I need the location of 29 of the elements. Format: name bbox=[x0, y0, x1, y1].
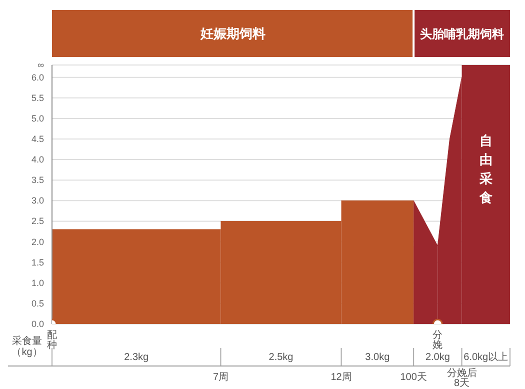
y-tick-label: ∞ bbox=[38, 60, 45, 70]
x-tick-label: 7周 bbox=[212, 372, 229, 383]
y-axis-title: 采食量（kg） bbox=[10, 336, 44, 358]
text: 妊娠期饲料 bbox=[199, 26, 266, 41]
y-tick-label: 2.0 bbox=[31, 236, 44, 247]
text: 头胎哺乳期饲料 bbox=[420, 27, 504, 41]
y-tick-label: 0.5 bbox=[31, 298, 44, 308]
series-label: 自由采食 bbox=[478, 133, 492, 205]
y-tick-label: 4.5 bbox=[31, 134, 44, 144]
x-tick-label: 12周 bbox=[330, 372, 352, 383]
text: 2.3kg bbox=[124, 352, 149, 363]
y-tick-label: 1.0 bbox=[31, 278, 44, 288]
y-tick-label: 5.5 bbox=[31, 92, 44, 103]
text: 2.5kg bbox=[268, 352, 294, 363]
x-tick-label: 分娩后8天 bbox=[446, 367, 477, 389]
y-tick-label: 6.0 bbox=[31, 72, 44, 82]
x-tick-label: 100天 bbox=[400, 372, 427, 383]
y-tick-label: 3.0 bbox=[31, 196, 44, 206]
x-tick-label: 分娩 bbox=[432, 329, 443, 351]
y-tick-label: 2.5 bbox=[31, 216, 44, 226]
y-tick-label: 1.5 bbox=[31, 257, 44, 268]
y-tick-label: 4.0 bbox=[31, 154, 44, 165]
x-tick-label: 配种 bbox=[47, 330, 57, 351]
y-tick-label: 5.0 bbox=[31, 113, 44, 124]
text: 3.0kg bbox=[365, 352, 390, 363]
y-tick-label: 3.5 bbox=[31, 175, 44, 186]
text: 6.0kg以上 bbox=[464, 351, 508, 363]
y-tick-label: 0.0 bbox=[31, 319, 44, 329]
text: 2.0kg bbox=[425, 352, 450, 363]
